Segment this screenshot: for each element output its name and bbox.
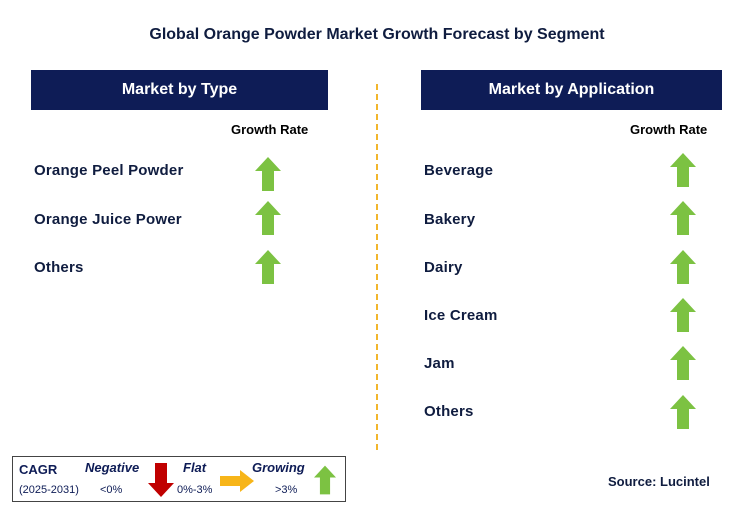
application-row-label: Bakery — [424, 211, 476, 228]
flat-arrow-icon — [220, 470, 254, 492]
application-row-label: Ice Cream — [424, 307, 498, 324]
growing-arrow-icon — [314, 465, 336, 495]
legend-negative-range: <0% — [100, 484, 123, 496]
application-row-label: Beverage — [424, 162, 494, 179]
growing-arrow-icon — [670, 395, 696, 429]
growing-arrow-icon — [670, 201, 696, 235]
type-row-label: Orange Juice Power — [34, 211, 182, 228]
legend-growing-range: >3% — [275, 484, 298, 496]
legend-flat-range: 0%-3% — [177, 484, 213, 496]
type-row-label: Orange Peel Powder — [34, 162, 184, 179]
source-label: Source: Lucintel — [608, 474, 710, 489]
growing-arrow-icon — [670, 153, 696, 187]
application-row-label: Dairy — [424, 259, 463, 276]
legend-negative-label: Negative — [85, 460, 140, 475]
header-market-by-application: Market by Application — [421, 70, 722, 110]
negative-arrow-icon — [148, 463, 174, 497]
legend-flat-label: Flat — [183, 460, 207, 475]
growth-rate-label-application: Growth Rate — [630, 122, 708, 137]
growing-arrow-icon — [670, 250, 696, 284]
growth-rate-label-type: Growth Rate — [231, 122, 309, 137]
growing-arrow-icon — [255, 201, 281, 235]
segment-divider — [376, 84, 378, 450]
chart-title: Global Orange Powder Market Growth Forec… — [149, 26, 605, 43]
legend-period: (2025-2031) — [19, 484, 79, 496]
header-market-by-type: Market by Type — [31, 70, 328, 110]
application-row-label: Others — [424, 403, 474, 420]
legend-growing-label: Growing — [252, 460, 305, 475]
type-row-label: Others — [34, 259, 84, 276]
application-row-label: Jam — [424, 355, 455, 372]
cagr-legend — [12, 456, 346, 502]
legend-cagr-label: CAGR — [19, 462, 58, 477]
growing-arrow-icon — [255, 157, 281, 191]
growing-arrow-icon — [670, 298, 696, 332]
growing-arrow-icon — [670, 346, 696, 380]
growing-arrow-icon — [255, 250, 281, 284]
